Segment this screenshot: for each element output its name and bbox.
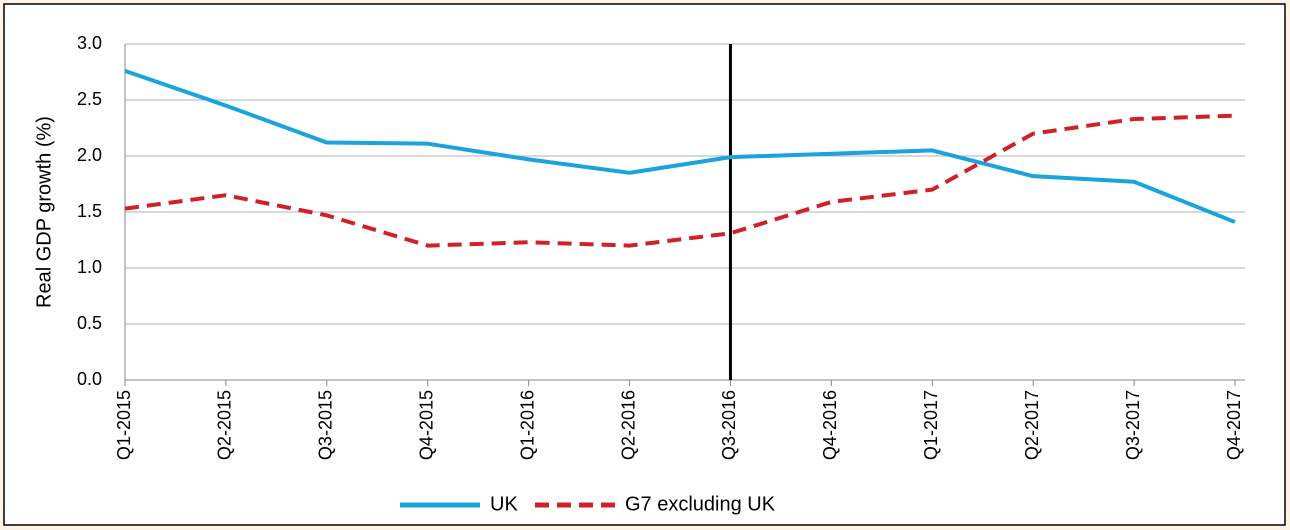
- x-tick-label: Q4-2016: [820, 390, 840, 460]
- frame: [3, 3, 1286, 526]
- x-tick-label: Q3-2016: [719, 390, 739, 460]
- x-tick-label: Q4-2015: [416, 390, 436, 460]
- x-tick-label: Q2-2015: [215, 390, 235, 460]
- y-tick-label: 0.0: [77, 369, 102, 389]
- y-tick-label: 1.0: [77, 257, 102, 277]
- x-tick-label: Q4-2017: [1224, 390, 1244, 460]
- y-tick-label: 1.5: [77, 201, 102, 221]
- x-tick-label: Q1-2016: [517, 390, 537, 460]
- y-axis-label: Real GDP growth (%): [33, 116, 55, 308]
- x-tick-label: Q2-2017: [1022, 390, 1042, 460]
- legend-label: G7 excluding UK: [625, 493, 776, 515]
- x-tick-label: Q1-2017: [921, 390, 941, 460]
- x-tick-label: Q2-2016: [618, 390, 638, 460]
- y-tick-label: 2.0: [77, 145, 102, 165]
- series-line: [124, 113, 1236, 248]
- series-line: [124, 68, 1236, 224]
- x-tick-label: Q1-2015: [114, 390, 134, 460]
- legend-label: UK: [490, 493, 518, 515]
- y-tick-label: 0.5: [77, 313, 102, 333]
- y-tick-label: 3.0: [77, 33, 102, 53]
- x-tick-label: Q3-2017: [1123, 390, 1143, 460]
- y-tick-label: 2.5: [77, 89, 102, 109]
- x-tick-label: Q3-2015: [316, 390, 336, 460]
